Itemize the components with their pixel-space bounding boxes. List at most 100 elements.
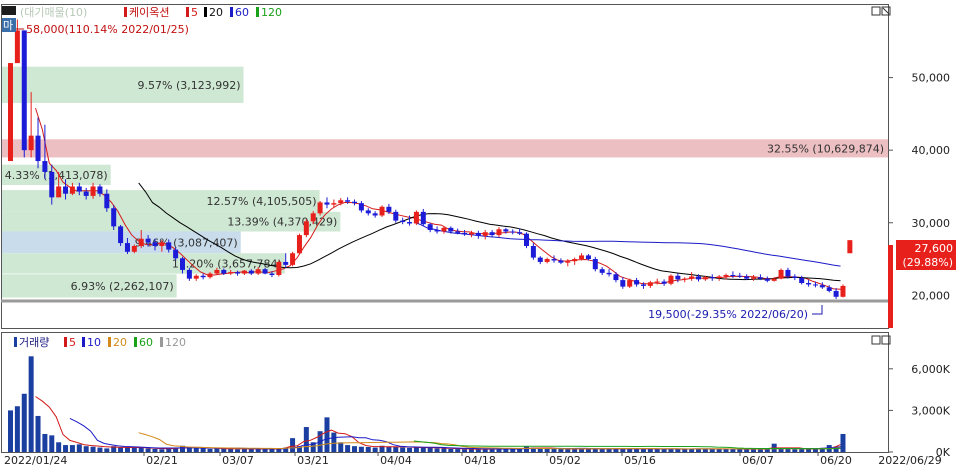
candle	[551, 259, 557, 261]
volume-close-icon[interactable]	[881, 335, 891, 345]
volume-ma60-line	[413, 440, 841, 450]
candle	[372, 213, 378, 216]
volume-bar	[448, 448, 454, 452]
volume-bar	[290, 438, 296, 452]
candle	[799, 277, 805, 283]
volume-bar	[358, 446, 364, 452]
volume-bar	[455, 449, 461, 452]
candle	[785, 269, 791, 277]
candle	[544, 259, 550, 262]
candle	[723, 275, 729, 277]
volume-ma-swatch	[160, 337, 163, 347]
candle	[689, 276, 695, 279]
x-axis-label: 03/21	[297, 454, 329, 466]
volume-bar	[138, 447, 144, 452]
volume-maximize-icon[interactable]	[871, 335, 881, 345]
volume-ma-label: 60	[139, 336, 153, 349]
volume-profile-band	[1, 164, 111, 186]
candle	[482, 232, 488, 236]
volume-profile-band	[1, 274, 177, 298]
candle	[640, 284, 646, 286]
volume-bar	[345, 445, 351, 452]
volume-bar	[489, 448, 495, 452]
candle	[145, 238, 151, 243]
candle	[365, 210, 371, 214]
candle	[647, 282, 653, 286]
close-icon[interactable]	[881, 6, 891, 16]
volume-bar	[386, 446, 392, 452]
price-panel-frame	[1, 4, 889, 329]
volume-bar	[778, 448, 784, 452]
candle	[510, 231, 516, 233]
candle	[400, 220, 406, 223]
candle	[833, 290, 839, 297]
candle	[248, 270, 254, 274]
mini-chart-icon[interactable]	[2, 18, 16, 32]
volume-bar	[372, 447, 378, 452]
candle	[620, 280, 626, 287]
mini-chart-label: 마	[3, 19, 13, 32]
volume-bar	[413, 447, 419, 452]
x-axis-label: 06/07	[742, 454, 774, 466]
candle	[682, 278, 688, 280]
candle	[111, 208, 117, 227]
volume-bar	[647, 448, 653, 452]
candle	[180, 258, 185, 270]
candle	[517, 232, 523, 234]
candle	[255, 269, 261, 274]
volume-bar	[331, 432, 337, 452]
ma-legend-label: 5	[191, 6, 198, 19]
low-annotation: 19,500(-29.35% 2022/06/20)	[648, 308, 808, 321]
volume-bar	[118, 447, 124, 452]
volume-bar	[420, 447, 426, 452]
panel-menu-icon[interactable]	[2, 6, 16, 15]
candle	[709, 277, 715, 279]
candle	[524, 233, 529, 246]
volume-bar	[248, 448, 254, 452]
volume-bar	[585, 448, 591, 452]
volume-profile-band	[1, 211, 341, 232]
candle	[530, 245, 536, 258]
volume-bar	[69, 445, 75, 452]
candle	[56, 186, 62, 198]
legend-marker	[124, 7, 127, 17]
candle	[200, 275, 206, 278]
volume-bar	[159, 449, 165, 452]
volume-profile-label: 13.39% (4,370,429)	[227, 216, 337, 229]
volume-profile-label: 9.57% (3,123,992)	[138, 79, 241, 92]
candle	[97, 186, 103, 194]
ma-legend-swatch	[186, 7, 189, 17]
volume-bar	[200, 448, 206, 452]
volume-bar	[14, 406, 20, 452]
candle	[49, 171, 55, 198]
volume-bar	[764, 449, 770, 452]
candle	[379, 206, 385, 216]
candle	[173, 249, 179, 259]
candle	[407, 222, 413, 224]
candle	[324, 202, 330, 205]
volume-bar	[592, 448, 598, 452]
volume-bar	[558, 448, 564, 452]
x-axis-label: 04/18	[464, 454, 496, 466]
candle	[840, 285, 846, 297]
candle	[496, 229, 502, 236]
volume-ma-swatch	[82, 337, 85, 347]
volume-bar	[35, 415, 41, 452]
volume-legend-label: 거래량	[19, 336, 49, 349]
candle	[599, 269, 605, 273]
volume-bar	[352, 446, 357, 452]
close-icon-mark	[882, 7, 890, 15]
maximize-icon[interactable]	[871, 6, 881, 16]
candle	[826, 287, 832, 291]
volume-bar	[83, 446, 89, 452]
candle	[296, 235, 302, 254]
ma-legend-label: 120	[261, 6, 282, 19]
candle	[262, 269, 268, 274]
volume-bar	[338, 442, 344, 452]
candle	[572, 259, 578, 262]
volume-bar	[462, 449, 468, 452]
volume-bar	[296, 446, 302, 452]
volume-bar	[751, 448, 757, 452]
volume-bar	[180, 445, 185, 452]
volume-bar	[799, 449, 805, 452]
